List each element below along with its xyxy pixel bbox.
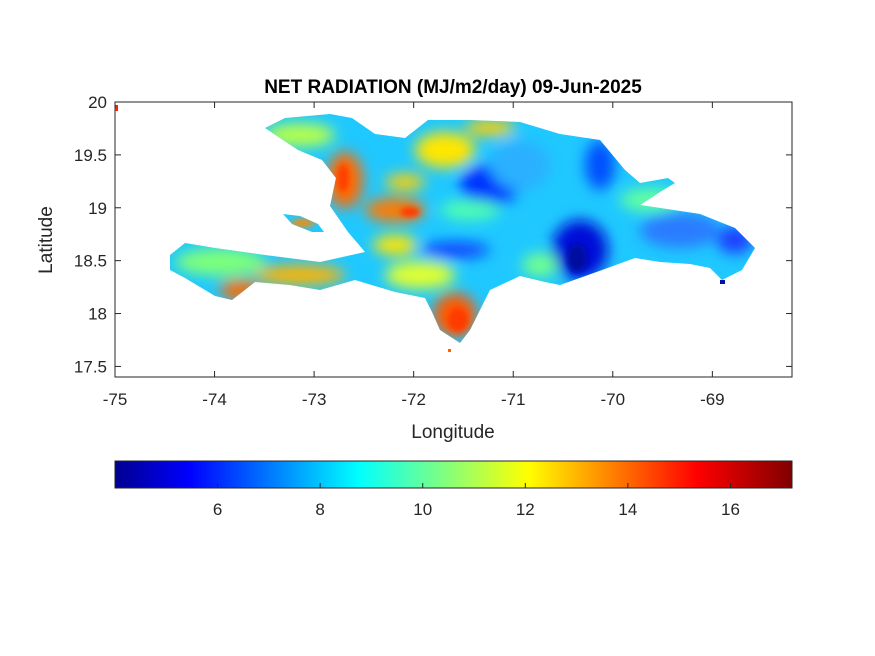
colorbar-tick-label: 12 xyxy=(516,500,535,519)
x-axis: -75 -74 -73 -72 -71 -70 -69 xyxy=(103,102,725,409)
y-tick-label: 20 xyxy=(88,93,107,112)
x-tick-label: -70 xyxy=(601,390,626,409)
chart-title: NET RADIATION (MJ/m2/day) 09-Jun-2025 xyxy=(264,77,642,98)
x-tick-label: -71 xyxy=(501,390,526,409)
x-tick-label: -75 xyxy=(103,390,128,409)
colorbar-axis: 6 8 10 12 14 16 xyxy=(213,483,740,519)
y-axis-label: Latitude xyxy=(36,206,57,274)
beata-pixel xyxy=(448,349,451,352)
colorbar-tick-label: 14 xyxy=(618,500,637,519)
colorbar-tick-label: 6 xyxy=(213,500,222,519)
y-tick-label: 18.5 xyxy=(74,252,107,271)
y-tick-label: 18 xyxy=(88,305,107,324)
x-tick-label: -72 xyxy=(401,390,426,409)
colorbar-tick-label: 8 xyxy=(315,500,324,519)
y-tick-label: 19 xyxy=(88,199,107,218)
corner-pixel xyxy=(115,105,118,111)
y-axis: 17.5 18 18.5 19 19.5 20 xyxy=(74,93,792,376)
x-axis-label: Longitude xyxy=(411,422,494,443)
colorbar-tick-label: 16 xyxy=(721,500,740,519)
colorbar xyxy=(114,460,793,489)
y-tick-label: 17.5 xyxy=(74,357,107,376)
saona-pixel xyxy=(720,280,725,284)
y-tick-label: 19.5 xyxy=(74,146,107,165)
x-tick-label: -74 xyxy=(202,390,227,409)
x-tick-label: -69 xyxy=(700,390,725,409)
colorbar-tick-label: 10 xyxy=(413,500,432,519)
x-tick-label: -73 xyxy=(302,390,327,409)
